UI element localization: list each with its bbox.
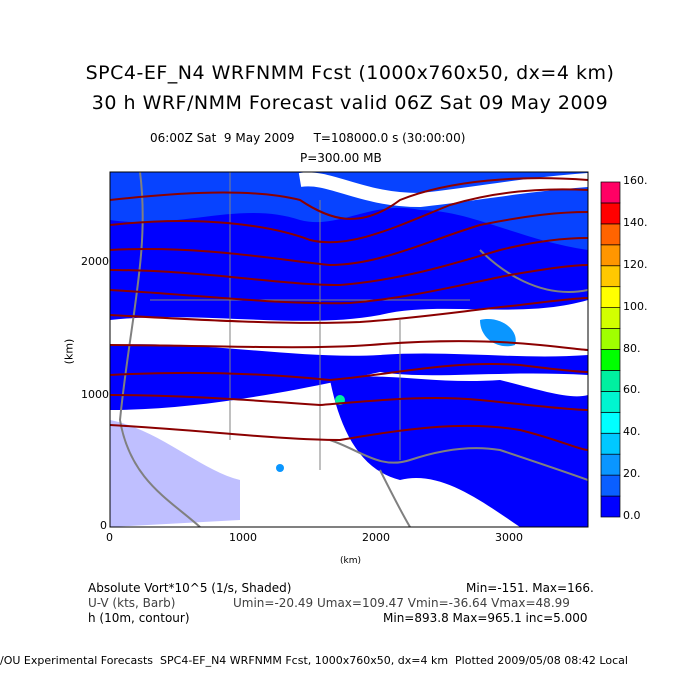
y-tick-2000: 2000 xyxy=(81,255,109,268)
colorbar-tick-label: 60. xyxy=(623,383,641,397)
colorbar-swatch xyxy=(600,265,621,288)
x-tick-2000: 2000 xyxy=(362,531,390,544)
footer-credit: /OU Experimental Forecasts SPC4-EF_N4 WR… xyxy=(0,654,628,667)
field-1-stats: Min=-151. Max=166. xyxy=(466,581,594,595)
x-tick-1000: 1000 xyxy=(229,531,257,544)
colorbar-swatch xyxy=(600,474,621,497)
colorbar xyxy=(600,181,621,518)
colorbar-tick-label: 160. xyxy=(623,174,648,187)
x-tick-3000: 3000 xyxy=(495,531,523,544)
plot-subtitle: 30 h WRF/NMM Forecast valid 06Z Sat 09 M… xyxy=(91,92,609,114)
vorticity-shading xyxy=(110,172,588,527)
colorbar-swatch xyxy=(600,495,621,518)
colorbar-swatch xyxy=(600,223,621,246)
colorbar-swatch xyxy=(600,349,621,371)
colorbar-swatch xyxy=(600,307,621,329)
y-tick-1000: 1000 xyxy=(81,388,109,401)
map-borders xyxy=(118,172,588,527)
field-3-stats: Min=893.8 Max=965.1 inc=5.000 xyxy=(383,611,588,625)
field-3-name: h (10m, contour) xyxy=(88,611,190,625)
colorbar-swatch xyxy=(600,411,621,434)
x-tick-0: 0 xyxy=(106,531,113,544)
x-axis-label: (km) xyxy=(340,556,362,566)
y-axis-label: (km) xyxy=(62,338,76,365)
colorbar-swatch xyxy=(600,370,621,392)
colorbar-swatch xyxy=(600,328,621,350)
colorbar-tick-label: 80. xyxy=(623,341,641,355)
colorbar-tick-label: 140. xyxy=(623,215,648,229)
field-2-stats: Umin=-20.49 Umax=109.47 Vmin=-36.64 Vmax… xyxy=(233,596,570,610)
colorbar-swatch xyxy=(600,181,621,204)
colorbar-swatch xyxy=(600,453,621,476)
valid-time: 06:00Z Sat 9 May 2009 T=108000.0 s (30:0… xyxy=(150,131,466,145)
field-2-name: U-V (kts, Barb) xyxy=(88,596,176,610)
colorbar-swatch xyxy=(600,391,621,413)
colorbar-swatch xyxy=(600,286,621,308)
plot-title: SPC4-EF_N4 WRFNMM Fcst (1000x760x50, dx=… xyxy=(85,62,615,84)
colorbar-tick-label: 20. xyxy=(623,467,641,481)
pressure-level: P=300.00 MB xyxy=(300,151,382,165)
colorbar-tick-label: 40. xyxy=(623,425,641,439)
colorbar-swatch xyxy=(600,244,621,267)
colorbar-swatch xyxy=(600,202,621,225)
field-1-name: Absolute Vort*10^5 (1/s, Shaded) xyxy=(88,581,292,595)
colorbar-tick-label: 0.0 xyxy=(623,509,641,522)
y-tick-0: 0 xyxy=(100,519,107,532)
colorbar-swatch xyxy=(600,432,621,455)
colorbar-tick-label: 100. xyxy=(623,299,648,313)
height-contours xyxy=(110,177,588,451)
colorbar-tick-label: 120. xyxy=(623,257,648,271)
plot-frame xyxy=(109,171,589,528)
